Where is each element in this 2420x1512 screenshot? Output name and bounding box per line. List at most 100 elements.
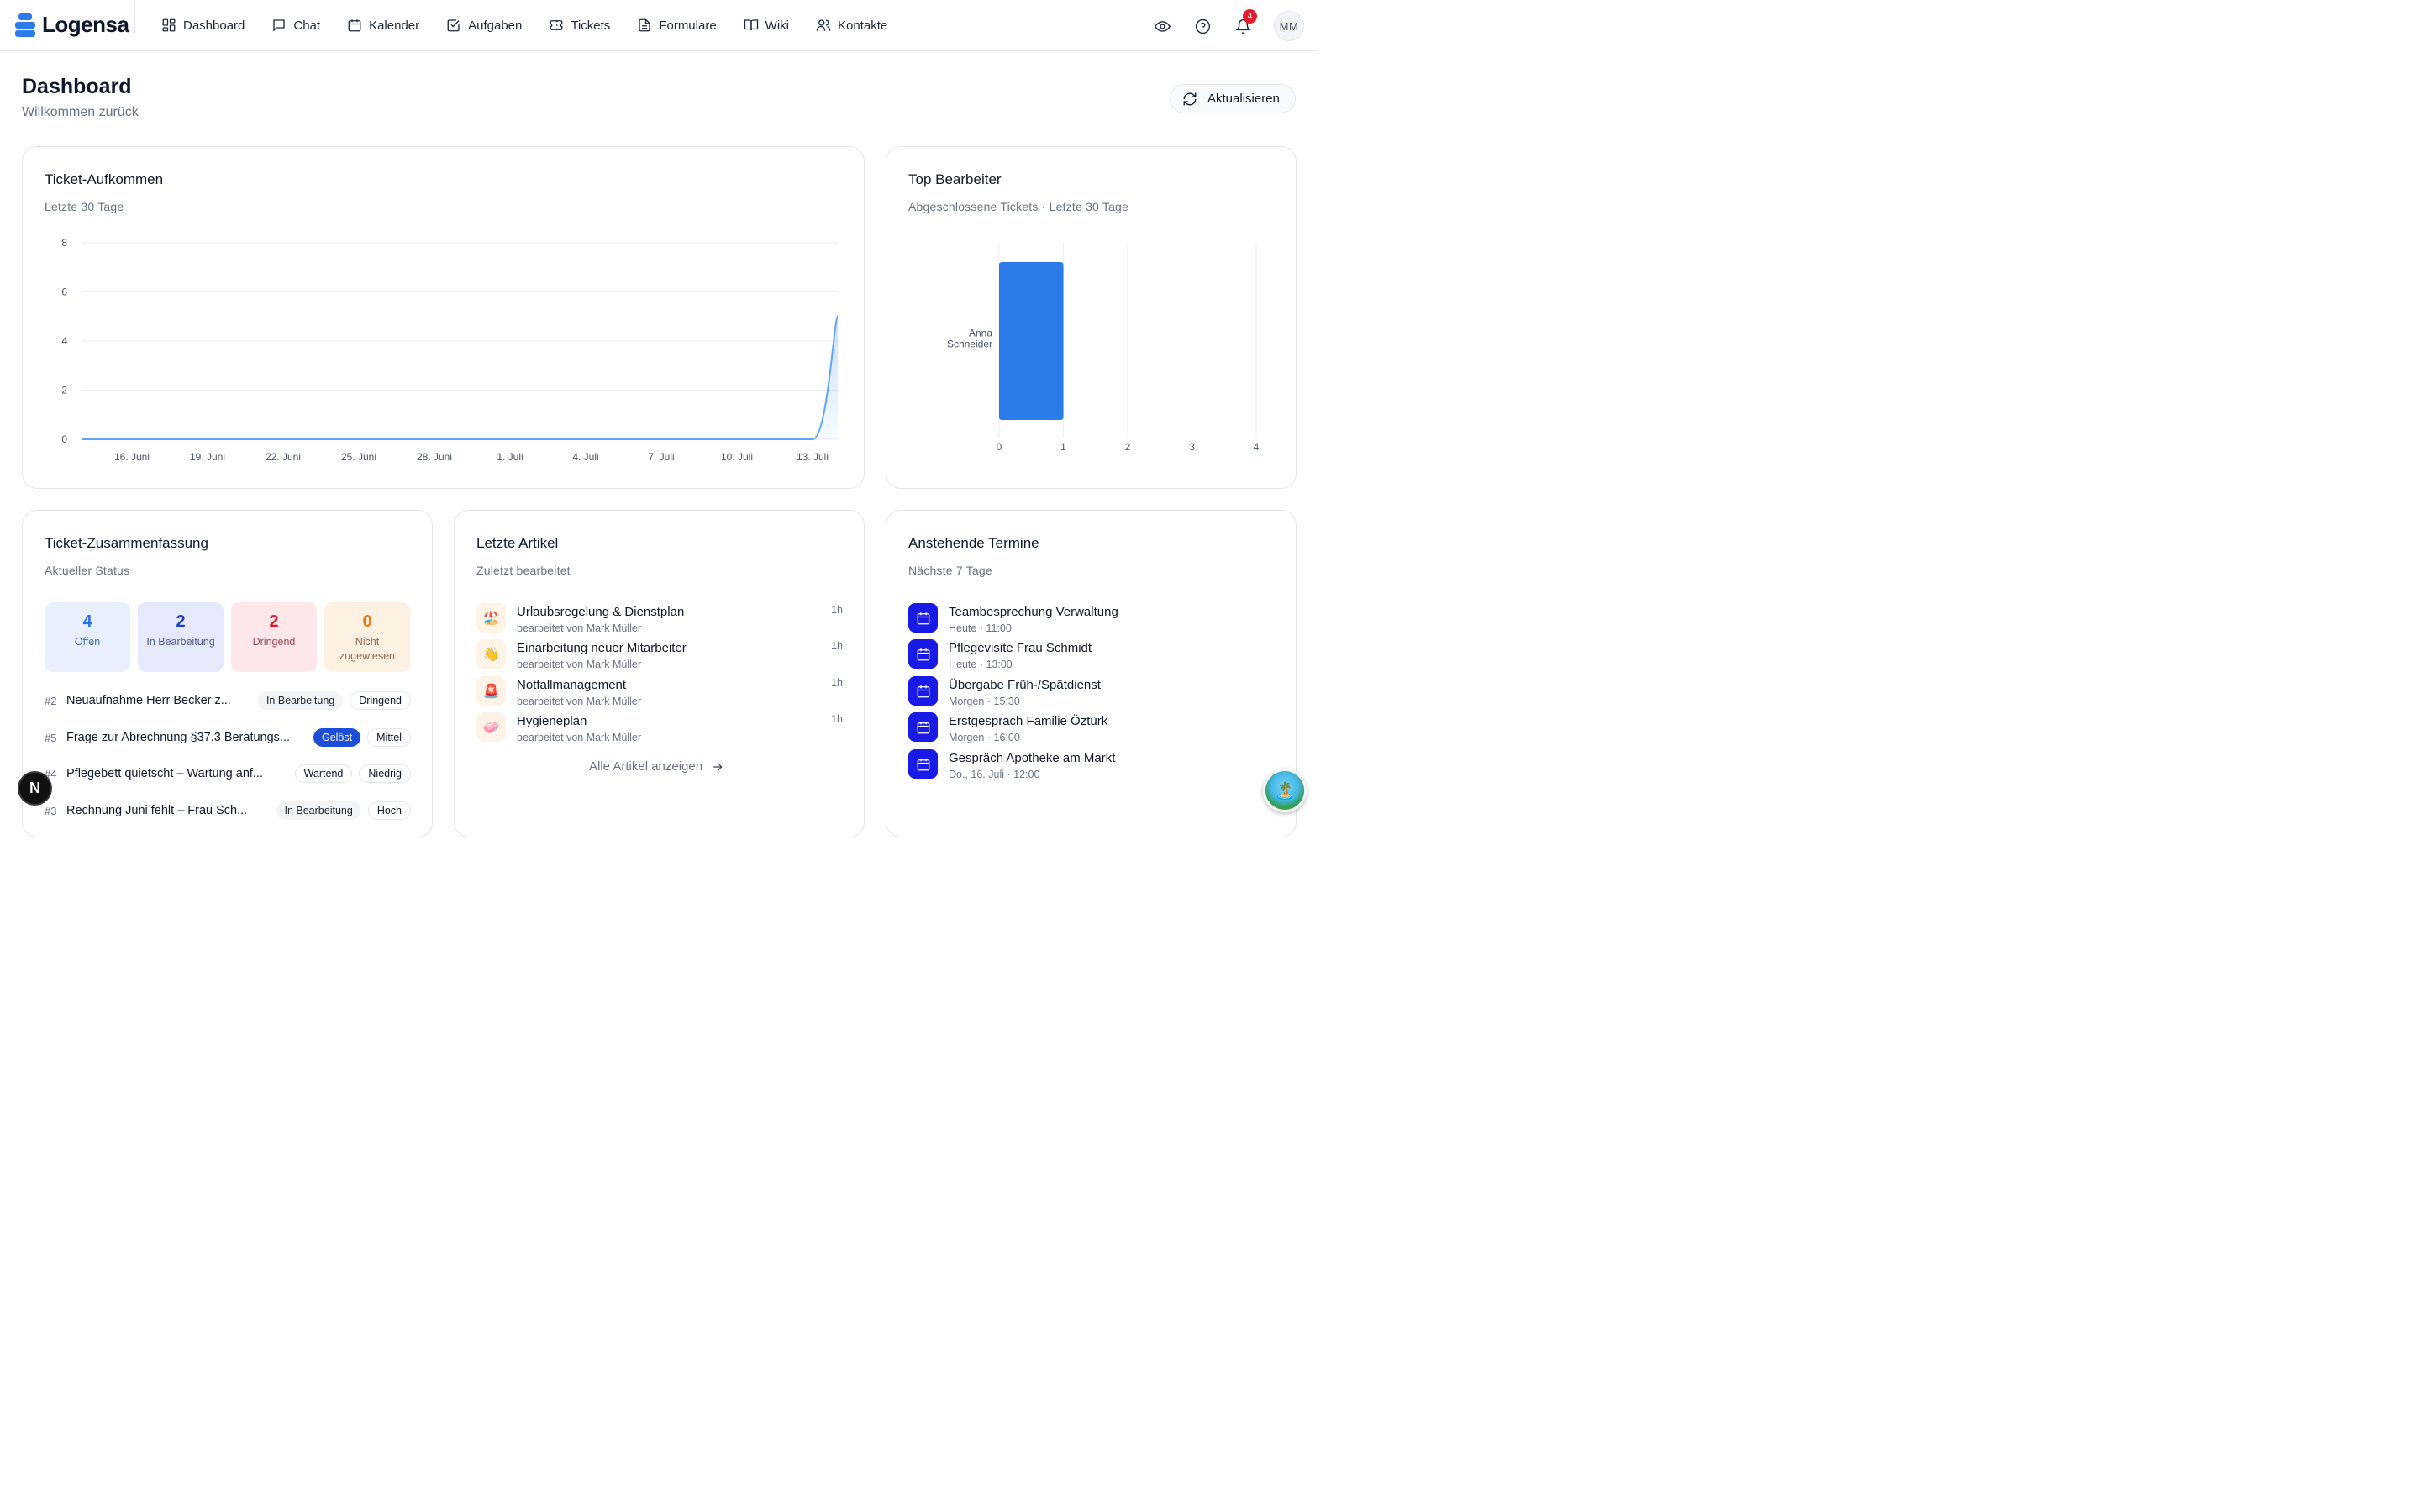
tile-count: 0 [362,612,372,631]
event-title: Gespräch Apotheke am Markt [949,751,1116,765]
ticket-row[interactable]: #4 Pflegebett quietscht – Wartung anf...… [45,764,411,784]
page-subtitle: Willkommen zurück [22,105,139,119]
logo[interactable]: Logensa [15,12,129,38]
tile-count: 2 [176,612,186,631]
nav-tasks[interactable]: Aufgaben [446,16,522,34]
y-tick-label: 6 [61,286,67,298]
event-item[interactable]: Gespräch Apotheke am Markt Do., 16. Juli… [908,749,1275,781]
x-tick-label: 10. Juli [721,451,753,463]
tile-open[interactable]: 4 Offen [45,602,130,672]
article-item[interactable]: 🏖️ Urlaubsregelung & Dienstplan bearbeit… [476,603,843,635]
calendar-icon [908,749,938,779]
logo-icon [15,13,37,38]
card-subtitle: Abgeschlossene Tickets · Letzte 30 Tage [908,200,1129,213]
article-item[interactable]: 🧼 Hygieneplan bearbeitet von Mark Müller… [476,712,843,744]
all-articles-link[interactable]: Alle Artikel anzeigen [589,759,724,774]
article-time: 1h [831,604,843,616]
nav-dashboard[interactable]: Dashboard [161,16,245,34]
tile-unassigned[interactable]: 0 Nicht zugewiesen [324,602,410,672]
tile-count: 4 [82,612,92,631]
ticket-title: Frage zur Abrechnung §37.3 Beratungs... [66,731,291,744]
nav-forms[interactable]: Formulare [637,16,717,34]
nav-label: Aufgaben [468,18,523,33]
y-tick-label: 2 [61,385,67,396]
help-button[interactable] [1193,17,1212,35]
nav-chat[interactable]: Chat [271,16,320,34]
y-tick-label: Schneider [947,339,992,350]
event-title: Pflegevisite Frau Schmidt [949,641,1092,655]
page-title: Dashboard [22,75,132,98]
book-icon [744,19,758,31]
tile-in-progress[interactable]: 2 In Bearbeitung [138,602,224,672]
y-tick-label: 4 [61,335,67,347]
ticket-row[interactable]: #2 Neuaufnahme Herr Becker z... In Bearb… [45,690,411,711]
assistant-button[interactable]: 🏝️ [1263,769,1307,812]
status-badge: Gelöst [313,728,361,747]
top-navbar: Logensa Dashboard Chat Kalender Aufgaben… [0,0,1318,51]
bar [999,262,1064,420]
tile-label: Nicht zugewiesen [339,636,395,662]
event-item[interactable]: Teambesprechung Verwaltung Heute · 11:00 [908,603,1275,635]
nav-label: Wiki [765,18,789,33]
article-title: Notfallmanagement [517,678,627,692]
nav-tickets[interactable]: Tickets [549,16,610,34]
event-item[interactable]: Pflegevisite Frau Schmidt Heute · 13:00 [908,639,1275,671]
event-item[interactable]: Erstgespräch Familie Öztürk Morgen · 16:… [908,712,1275,744]
refresh-label: Aktualisieren [1207,92,1280,106]
main-nav: Dashboard Chat Kalender Aufgaben Tickets… [161,16,914,34]
calendar-icon [348,19,361,32]
ticket-title: Neuaufnahme Herr Becker z... [66,694,231,707]
ticket-title: Pflegebett quietscht – Wartung anf... [66,767,264,780]
calendar-icon [908,639,938,669]
event-time: Heute · 13:00 [949,659,1013,670]
ticket-row[interactable]: #5 Frage zur Abrechnung §37.3 Beratungs.… [45,727,411,748]
calendar-icon [908,603,938,633]
article-editor: bearbeitet von Mark Müller [517,622,641,634]
x-tick-label: 13. Juli [797,451,829,463]
dev-tools-button[interactable]: N [18,771,52,806]
upcoming-events-card: Anstehende Termine Nächste 7 Tage Teambe… [886,510,1297,837]
card-title: Ticket-Aufkommen [45,171,164,187]
event-time: Morgen · 16:00 [949,732,1020,743]
refresh-button[interactable]: Aktualisieren [1170,84,1296,113]
x-tick-label: 16. Juni [114,451,150,463]
article-editor: bearbeitet von Mark Müller [517,732,641,743]
ticket-row[interactable]: #3 Rechnung Juni fehlt – Frau Sch... In … [45,801,411,821]
article-title: Einarbeitung neuer Mitarbeiter [517,641,687,655]
event-title: Erstgespräch Familie Öztürk [949,714,1108,728]
tile-urgent[interactable]: 2 Dringend [231,602,317,672]
calendar-icon [908,712,938,742]
status-badge: In Bearbeitung [257,691,344,710]
card-subtitle: Nächste 7 Tage [908,564,992,577]
preview-button[interactable] [1153,17,1171,35]
users-icon [816,19,831,31]
series-line [82,315,839,440]
event-item[interactable]: Übergabe Früh-/Spätdienst Morgen · 15:30 [908,676,1275,708]
tile-label: In Bearbeitung [146,636,215,648]
priority-badge: Dringend [350,691,411,710]
ticket-id: #5 [45,731,57,744]
nav-label: Formulare [659,18,717,33]
event-time: Heute · 11:00 [949,622,1012,634]
x-tick-label: 7. Juli [648,451,674,463]
dashboard-icon [162,18,176,32]
tile-count: 2 [269,612,279,631]
priority-badge: Hoch [367,801,411,820]
notifications-button[interactable]: 4 [1234,9,1257,35]
priority-badge: Mittel [367,728,411,747]
ticket-summary-card: Ticket-Zusammenfassung Aktueller Status … [22,510,433,837]
article-item[interactable]: 👋 Einarbeitung neuer Mitarbeiter bearbei… [476,639,843,671]
nav-wiki[interactable]: Wiki [744,16,789,34]
user-avatar[interactable]: MM [1274,11,1304,41]
nav-calendar[interactable]: Kalender [347,16,419,34]
card-title: Letzte Artikel [476,535,559,551]
ticket-id: #3 [45,804,57,817]
nav-label: Chat [293,18,321,33]
article-item[interactable]: 🚨 Notfallmanagement bearbeitet von Mark … [476,676,843,708]
y-tick-label: 0 [61,433,67,445]
nav-contacts[interactable]: Kontakte [816,16,887,34]
refresh-icon [1183,92,1197,105]
x-tick-label: 2 [1125,441,1131,453]
beach-icon: 🏖️ [476,603,506,633]
x-tick-label: 3 [1189,441,1195,453]
